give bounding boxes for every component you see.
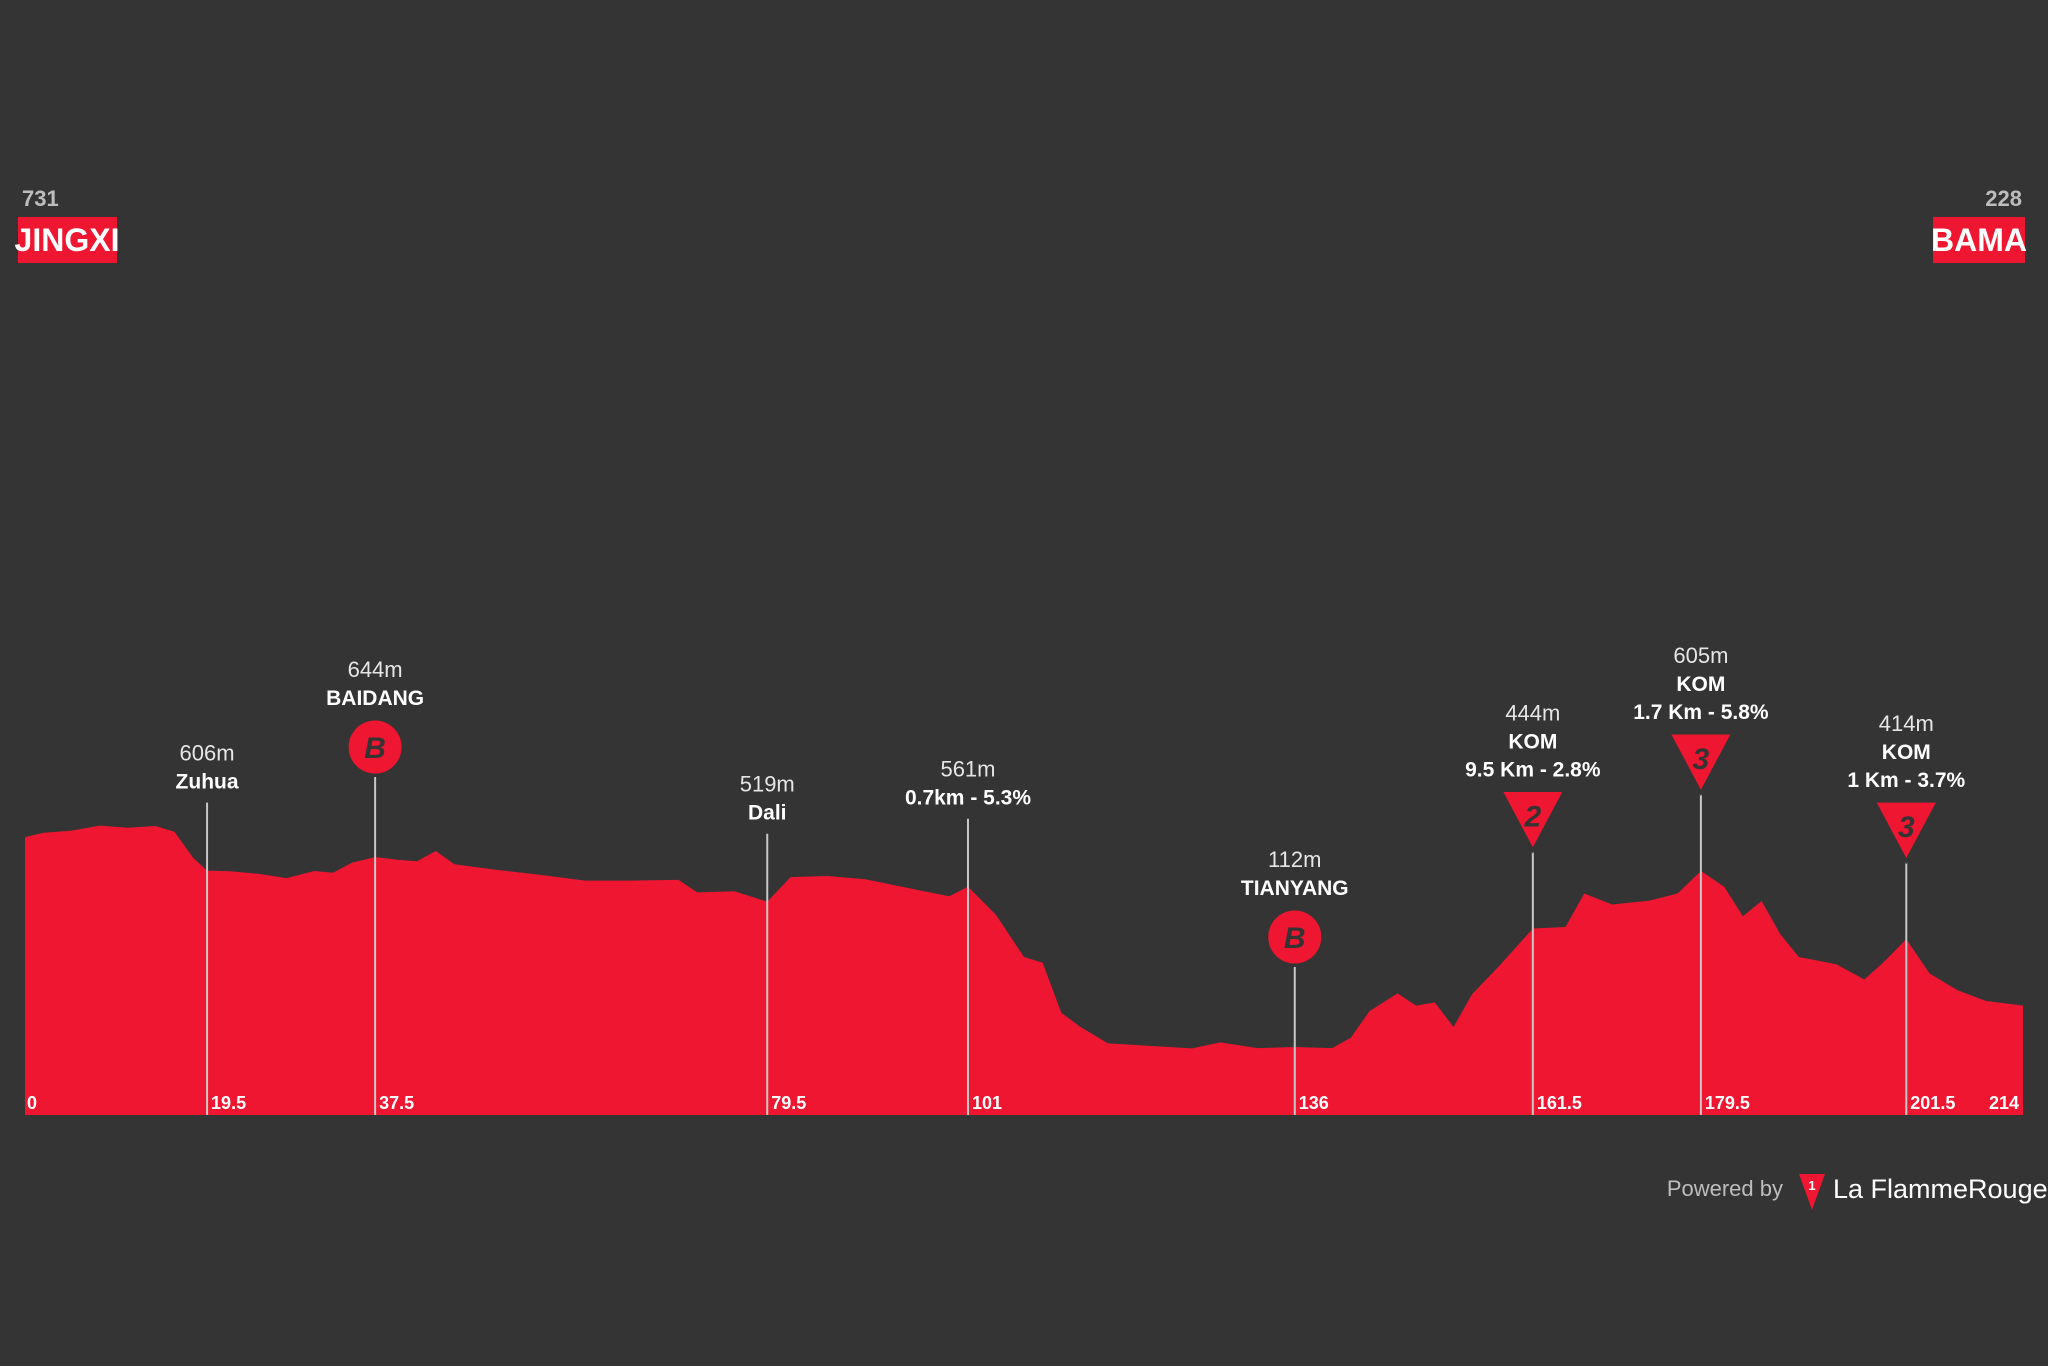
- marker-elevation-1: 644m: [348, 657, 403, 682]
- marker-label-7-1: 1 Km - 3.7%: [1847, 769, 1965, 792]
- sprint-badge-1: [345, 717, 405, 777]
- marker-elevation-6: 605m: [1673, 643, 1728, 668]
- marker-label-5-0: KOM: [1508, 730, 1557, 753]
- marker-elevation-4: 112m: [1268, 847, 1321, 872]
- kom-category-6: 3: [1693, 743, 1710, 776]
- marker-label-2-0: Dali: [748, 802, 787, 825]
- start-town-box: [18, 217, 117, 263]
- brand-name: La FlammeRouge: [1833, 1174, 2048, 1204]
- elevation-profile-area: [25, 825, 2023, 1115]
- sprint-badge-4: [1265, 907, 1325, 967]
- x-tick-layer: 0 19.5 37.5 79.5 101 136 161.5 179.5 201.5 214: [27, 1093, 2019, 1113]
- marker-elevation-0: 606m: [180, 741, 235, 766]
- powered-by-label: Powered by: [1667, 1176, 1783, 1201]
- x-tick-label-7: 179.5: [1705, 1093, 1750, 1113]
- kom-category-7: 3: [1898, 811, 1915, 844]
- x-tick-label-8: 201.5: [1910, 1093, 1955, 1113]
- sprint-badge-letter-1: B: [364, 732, 386, 765]
- marker-label-6-1: 1.7 Km - 5.8%: [1633, 701, 1769, 724]
- x-tick-label-1: 19.5: [211, 1093, 246, 1113]
- x-tick-label-2: 37.5: [379, 1093, 414, 1113]
- marker-label-4-0: TIANYANG: [1241, 877, 1349, 900]
- finish-elevation: 228: [1985, 186, 2022, 211]
- logo-number: 1: [1808, 1178, 1815, 1193]
- marker-label-0-0: Zuhua: [176, 771, 239, 794]
- x-tick-label-6: 161.5: [1537, 1093, 1582, 1113]
- marker-elevation-3: 561m: [940, 757, 995, 782]
- sprint-badge-letter-4: B: [1284, 922, 1306, 955]
- marker-label-1-0: BAIDANG: [326, 687, 424, 710]
- marker-label-3-0: 0.7km - 5.3%: [905, 787, 1031, 810]
- flamme-rouge-logo-icon: 1: [1799, 1174, 1825, 1210]
- kom-category-5: 2: [1523, 800, 1541, 833]
- kom-triangle-7: [1871, 799, 1941, 865]
- marker-elevation-2: 519m: [740, 772, 795, 797]
- x-tick-label-0: 0: [27, 1093, 37, 1113]
- x-tick-label-5: 136: [1299, 1093, 1329, 1113]
- marker-elevation-5: 444m: [1505, 700, 1560, 725]
- marker-label-5-1: 9.5 Km - 2.8%: [1465, 758, 1601, 781]
- marker-elevation-7: 414m: [1879, 711, 1934, 736]
- kom-triangle-5: [1498, 788, 1568, 854]
- marker-layer: Zuhua 606m B BAIDANG 644m Dali 519m 0.7km - 5.3…: [176, 643, 1966, 1115]
- x-tick-label-3: 79.5: [771, 1093, 806, 1113]
- marker-label-7-0: KOM: [1882, 741, 1931, 764]
- x-tick-label-9: 214: [1989, 1093, 2019, 1113]
- marker-label-6-0: KOM: [1676, 673, 1725, 696]
- kom-triangle-6: [1666, 731, 1736, 797]
- start-town-name: JINGXI: [15, 222, 120, 258]
- x-tick-label-4: 101: [972, 1093, 1002, 1113]
- start-elevation: 731: [22, 186, 59, 211]
- finish-town-name: BAMA: [1931, 222, 2027, 258]
- finish-town-box: [1933, 217, 2025, 263]
